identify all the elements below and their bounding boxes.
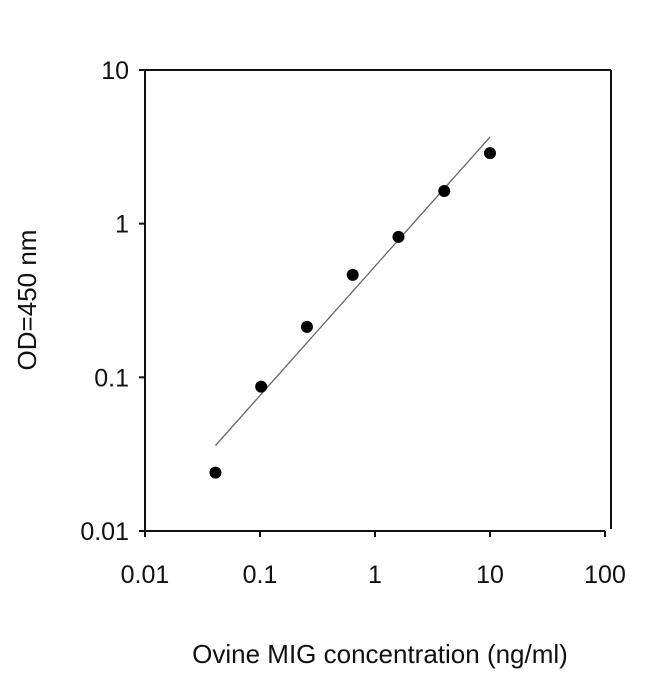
y-axis-title: OD=450 nm xyxy=(12,230,42,371)
x-axis-title: Ovine MIG concentration (ng/ml) xyxy=(192,639,568,669)
data-point xyxy=(438,185,451,198)
data-point xyxy=(255,380,268,393)
data-point xyxy=(392,230,405,243)
plot-frame xyxy=(139,69,612,532)
y-tick-label: 1 xyxy=(115,211,129,239)
regression-line xyxy=(214,136,491,446)
y-tick-label: 10 xyxy=(101,57,129,85)
data-point xyxy=(300,320,313,333)
x-tick-label: 10 xyxy=(476,561,504,589)
x-tick-label: 1 xyxy=(368,561,382,589)
y-axis-ticks: 0.01 0.1 1 10 xyxy=(80,57,145,546)
data-point xyxy=(209,466,222,479)
fit-line xyxy=(214,136,491,446)
y-tick-label: 0.1 xyxy=(94,364,129,392)
data-points xyxy=(209,147,496,479)
y-tick-label: 0.01 xyxy=(80,518,129,546)
x-tick-label: 100 xyxy=(584,561,626,589)
data-point xyxy=(346,268,359,281)
data-point xyxy=(484,147,496,160)
x-tick-label: 0.1 xyxy=(243,561,278,589)
x-tick-label: 0.01 xyxy=(121,561,170,589)
x-axis-ticks: 0.01 0.1 1 10 100 xyxy=(121,531,626,589)
